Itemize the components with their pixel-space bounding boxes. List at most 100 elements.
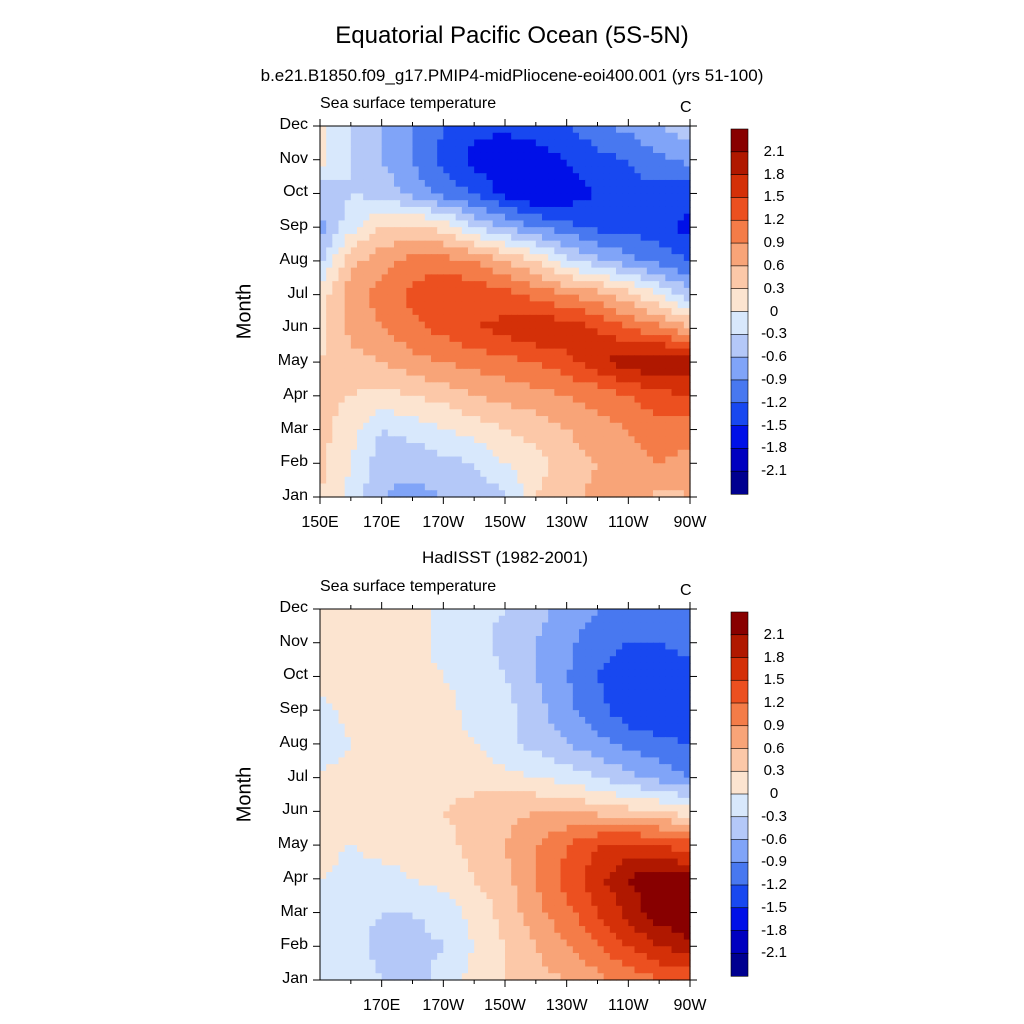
sst-cell (616, 152, 623, 161)
sst-cell (381, 233, 389, 242)
sst-cell (431, 649, 438, 657)
sst-cell (332, 328, 340, 336)
sst-cell (486, 689, 494, 698)
sst-cell (498, 328, 506, 336)
sst-cell (585, 308, 592, 316)
sst-cell (350, 375, 358, 383)
sst-cell (326, 443, 333, 451)
sst-cell (320, 743, 327, 752)
sst-cell (461, 341, 469, 350)
sst-cell (326, 287, 333, 296)
sst-cell (628, 635, 636, 644)
sst-cell (474, 321, 481, 329)
sst-cell (320, 126, 327, 134)
sst-cell (659, 254, 666, 262)
sst-cell (622, 463, 629, 471)
sst-cell (443, 247, 451, 255)
sst-cell (535, 314, 543, 323)
sst-cell (455, 328, 463, 336)
sst-cell (677, 274, 685, 282)
sst-cell (653, 470, 660, 478)
sst-cell (369, 260, 377, 269)
sst-cell (640, 348, 648, 356)
sst-cell (375, 449, 383, 458)
sst-cell (424, 126, 432, 134)
sst-cell (474, 247, 481, 255)
sst-cell (492, 200, 500, 208)
sst-cell (542, 395, 549, 404)
sst-cell (579, 470, 586, 478)
sst-cell (566, 443, 574, 451)
sst-cell (560, 220, 568, 228)
sst-cell (634, 750, 642, 758)
sst-cell (554, 179, 562, 188)
sst-cell (357, 281, 364, 289)
sst-cell (566, 757, 574, 765)
sst-cell (406, 220, 414, 228)
sst-cell (400, 649, 407, 657)
sst-cell (585, 737, 592, 745)
sst-cell (529, 389, 537, 397)
sst-cell (357, 476, 364, 485)
sst-cell (449, 764, 457, 772)
sst-cell (431, 341, 438, 350)
sst-cell (542, 416, 549, 424)
sst-cell (529, 676, 537, 684)
sst-cell (653, 193, 660, 201)
sst-cell (474, 757, 481, 765)
sst-cell (326, 213, 333, 222)
sst-cell (468, 676, 475, 684)
sst-cell (326, 429, 333, 437)
sst-cell (659, 784, 666, 792)
sst-cell (622, 213, 629, 222)
sst-cell (431, 166, 438, 174)
sst-cell (646, 200, 654, 208)
sst-cell (579, 710, 586, 718)
sst-cell (449, 328, 457, 336)
sst-cell (572, 737, 580, 745)
sst-cell (332, 389, 340, 397)
sst-cell (332, 335, 340, 343)
sst-cell (542, 220, 549, 228)
sst-cell (616, 642, 623, 651)
sst-cell (554, 463, 562, 471)
sst-cell (320, 676, 327, 684)
sst-cell (326, 422, 333, 431)
sst-cell (646, 254, 654, 262)
sst-cell (609, 635, 617, 644)
sst-cell (505, 132, 512, 141)
sst-cell (492, 173, 500, 181)
sst-cell (381, 200, 389, 208)
sst-cell (461, 233, 469, 242)
sst-cell (480, 483, 488, 491)
sst-cell (455, 429, 463, 437)
sst-cell (498, 764, 506, 772)
sst-cell (542, 470, 549, 478)
sst-cell (579, 737, 586, 745)
sst-cell (486, 254, 494, 262)
sst-cell (480, 301, 488, 309)
sst-cell (468, 703, 475, 711)
sst-cell (671, 301, 679, 309)
sst-cell (683, 483, 691, 491)
sst-cell (461, 422, 469, 431)
sst-cell (424, 220, 432, 228)
sst-cell (455, 402, 463, 410)
sst-cell (387, 213, 395, 222)
sst-cell (640, 703, 648, 711)
sst-cell (381, 281, 389, 289)
sst-cell (418, 287, 426, 296)
sst-cell (603, 429, 611, 437)
sst-cell (474, 260, 481, 269)
sst-cell (579, 422, 586, 431)
sst-cell (628, 274, 636, 282)
sst-cell (566, 294, 574, 302)
sst-cell (505, 173, 512, 181)
sst-cell (461, 662, 469, 671)
sst-cell (671, 348, 679, 356)
sst-cell (529, 233, 537, 242)
sst-cell (461, 267, 469, 275)
sst-cell (566, 341, 574, 350)
sst-cell (659, 777, 666, 785)
sst-cell (369, 642, 377, 651)
